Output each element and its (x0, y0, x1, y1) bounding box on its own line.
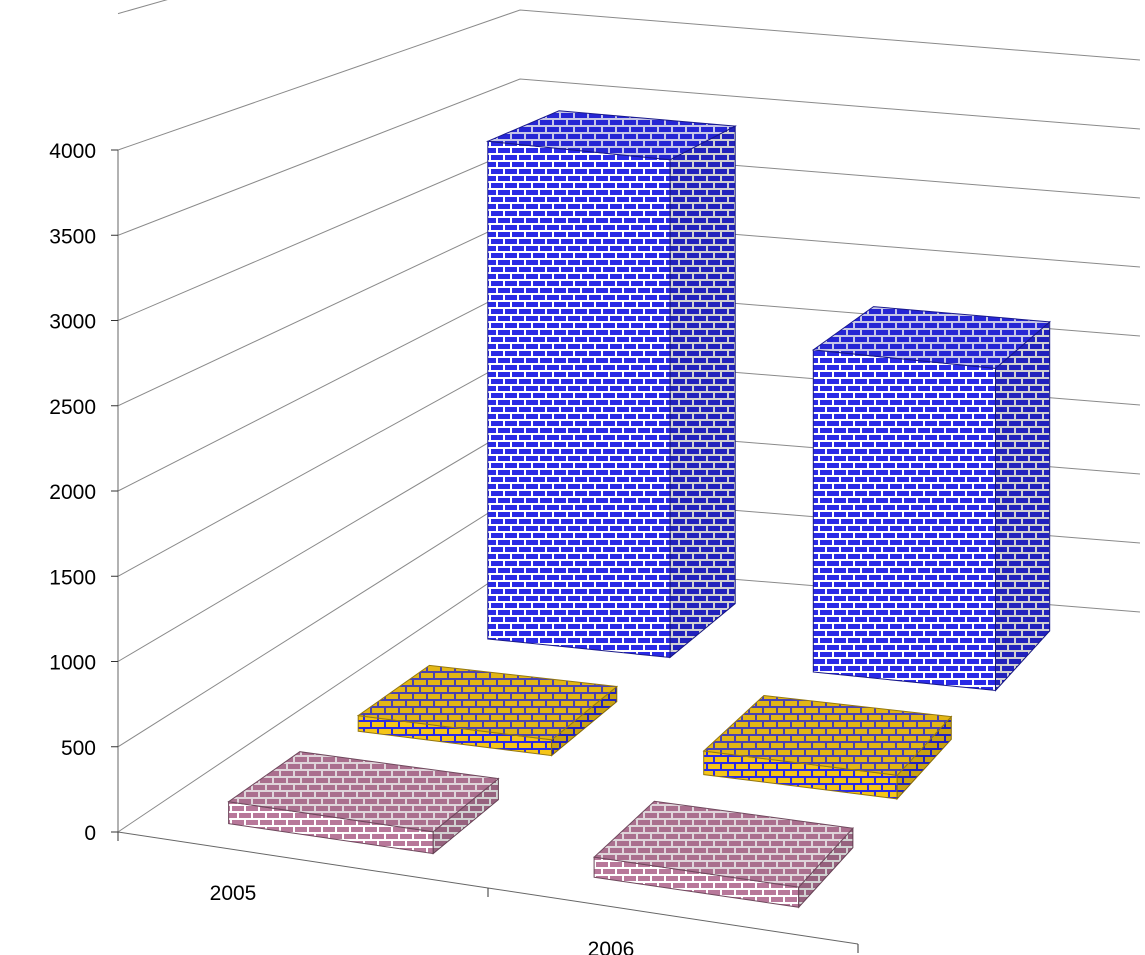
bar-top-face (702, 694, 953, 776)
y-tick-label: 1000 (49, 652, 96, 675)
x-tick-label: 2005 (210, 882, 257, 905)
bar (356, 664, 619, 757)
bar (702, 694, 953, 801)
bar-top-face (227, 751, 500, 833)
x-axis-ticks: 2005 2006 (117, 832, 859, 955)
bar (592, 800, 854, 909)
y-tick-label: 3500 (49, 225, 96, 248)
y-tick-label: 500 (61, 737, 96, 760)
bar (811, 306, 1051, 692)
bar-top-face (811, 306, 1051, 369)
y-tick-label: 0 (84, 822, 96, 845)
bar-top-shade (487, 110, 736, 160)
bar-front-face (812, 349, 996, 692)
bar-top-face (356, 664, 619, 741)
y-tick-label: 2500 (49, 396, 96, 419)
bar (227, 751, 500, 855)
y-tick-label: 3000 (49, 311, 96, 334)
y-tick-label: 4000 (49, 140, 96, 163)
bar-top-face (592, 800, 854, 888)
bar-top-shade (813, 306, 1050, 369)
bar-side-shade (897, 716, 952, 799)
gridline (117, 0, 168, 15)
bar-side-shade (551, 686, 617, 756)
bar-front-face (487, 140, 671, 659)
bar-top-shade (594, 801, 853, 888)
bar-side-shade (995, 321, 1050, 691)
bar-side-shade (798, 828, 853, 908)
bar-top-shade (228, 751, 499, 832)
bar-side-shade (670, 126, 736, 658)
bar-side-shade (433, 778, 499, 854)
bar (485, 110, 737, 659)
y-tick-label: 1500 (49, 566, 96, 589)
y-axis-ticks: 0 500 1000 1500 2000 2500 3000 3500 4000 (49, 140, 118, 845)
bar-top-shade (358, 665, 617, 740)
y-tick-label: 2000 (49, 481, 96, 504)
x-tick-label: 2006 (588, 938, 635, 955)
gridline (117, 78, 1141, 236)
bar-top-shade (703, 695, 952, 776)
bar-top-face (485, 110, 737, 161)
bars (227, 110, 1051, 909)
gridline (117, 9, 1141, 151)
